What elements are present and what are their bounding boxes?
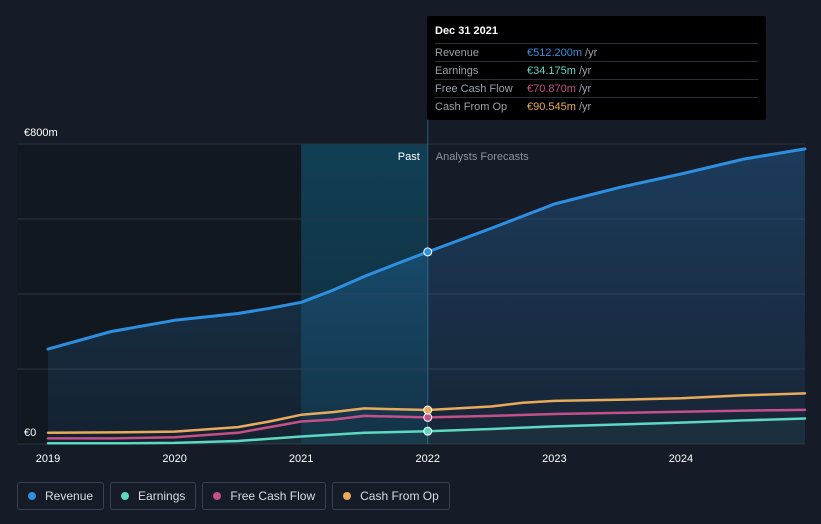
legend-label: Free Cash Flow: [230, 489, 316, 503]
tooltip-unit: /yr: [585, 46, 598, 59]
x-tick-label: 2020: [162, 453, 186, 465]
legend-item-cash-from-op[interactable]: Cash From Op: [332, 482, 450, 510]
cash-from-op-dot-icon: [343, 492, 352, 500]
tooltip-unit: /yr: [578, 64, 592, 77]
tooltip-label: Revenue: [435, 46, 480, 59]
free-cash-flow-line: [46, 408, 807, 440]
tooltip-unit: /yr: [578, 82, 592, 95]
tooltip-unit: /yr: [578, 100, 592, 113]
forecast-label: Analysts Forecasts: [436, 151, 529, 163]
tooltip-row-free-cash-flow: Free Cash Flow €70.870m /yr: [435, 79, 758, 97]
legend-label: Cash From Op: [360, 489, 439, 503]
free-cash-flow-marker: [423, 412, 433, 422]
x-tick-label: 2024: [669, 453, 693, 465]
tooltip-row-revenue: Revenue €512.200m /yr: [435, 43, 758, 61]
revenue-marker: [423, 247, 433, 257]
tooltip-label: Free Cash Flow: [435, 82, 513, 95]
x-tick-label: 2019: [36, 453, 60, 465]
cash-from-op-marker: [423, 405, 433, 415]
tooltip-row-cash-from-op: Cash From Op €90.545m /yr: [435, 97, 758, 115]
y-tick-label: €800m: [24, 127, 58, 139]
tooltip-label: Cash From Op: [435, 100, 508, 113]
tooltip-date: Dec 31 2021: [435, 25, 498, 37]
legend-item-earnings[interactable]: Earnings: [110, 482, 197, 510]
legend-label: Earnings: [138, 489, 186, 503]
tooltip-value: €34.175m: [527, 64, 576, 77]
x-tick-label: 2021: [289, 453, 313, 465]
legend-item-revenue[interactable]: Revenue: [17, 482, 105, 510]
x-tick-label: 2022: [416, 453, 440, 465]
revenue-area: [48, 148, 805, 444]
tooltip-row-earnings: Earnings €34.175m /yr: [435, 61, 758, 79]
revenue-line: [46, 147, 807, 351]
x-tick-label: 2023: [542, 453, 566, 465]
earnings-dot-icon: [121, 492, 130, 500]
earnings-marker: [423, 426, 433, 436]
legend-label: Revenue: [45, 489, 94, 503]
free-cash-flow-dot-icon: [213, 492, 222, 500]
legend-item-free-cash-flow[interactable]: Free Cash Flow: [202, 482, 327, 510]
tooltip-value: €512.200m: [527, 46, 583, 59]
cash-from-op-line: [46, 392, 807, 435]
tooltip-label: Earnings: [435, 64, 479, 77]
past-label: Past: [398, 151, 420, 163]
tooltip: Dec 31 2021 Revenue €512.200m /yr Earnin…: [427, 16, 766, 120]
tooltip-value: €70.870m: [527, 82, 576, 95]
revenue-dot-icon: [28, 492, 36, 500]
legend: Revenue Earnings Free Cash Flow Cash Fro…: [17, 482, 450, 512]
tooltip-value: €90.545m: [527, 100, 576, 113]
y-tick-label: €0: [24, 427, 36, 439]
